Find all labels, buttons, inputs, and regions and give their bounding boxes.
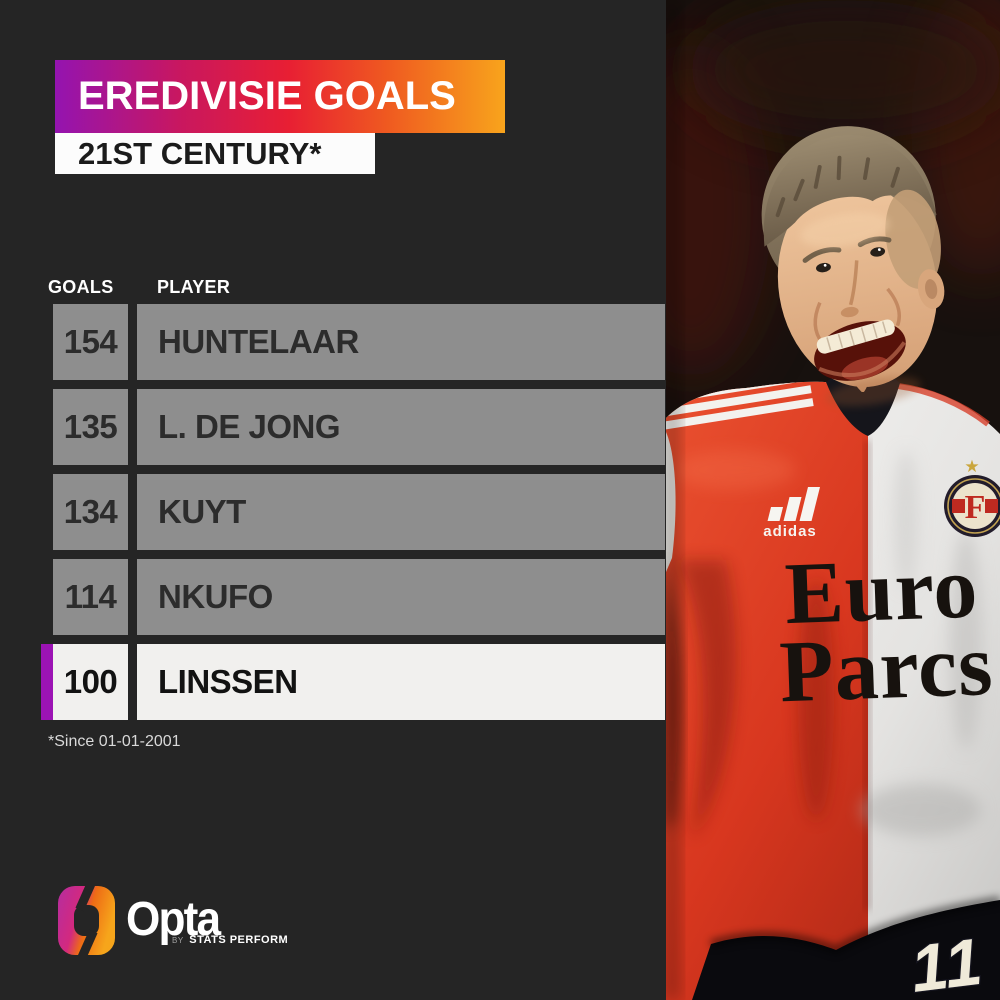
player-cell: HUNTELAAR (137, 304, 665, 380)
row-accent-bar (41, 644, 53, 720)
goals-value: 114 (64, 578, 117, 615)
page-subtitle: 21ST CENTURY* (78, 135, 322, 171)
goals-value: 135 (63, 408, 118, 445)
club-badge-icon: F (944, 475, 1000, 537)
column-header-player: PLAYER (157, 277, 231, 297)
player-cell: KUYT (137, 474, 665, 550)
goals-cell: 134 (53, 474, 128, 550)
table-row: 100 LINSSEN (41, 644, 665, 720)
table-row: 135 L. DE JONG (41, 389, 665, 465)
goals-cell: 135 (53, 389, 128, 465)
shorts-number: 11 (907, 924, 988, 1000)
opta-by-label: BY (172, 936, 184, 945)
player-cell: L. DE JONG (137, 389, 665, 465)
goals-cell: 154 (53, 304, 128, 380)
ranking-rows: 154 HUNTELAAR 135 L. DE JONG 134 KUYT 11… (41, 304, 665, 729)
adidas-wordmark: adidas (763, 523, 817, 540)
table-row: 134 KUYT (41, 474, 665, 550)
adidas-logo-icon: adidas (763, 487, 821, 540)
goals-value: 154 (63, 323, 118, 360)
row-accent-bar (41, 559, 53, 635)
branding: Opta BY STATS PERFORM (58, 886, 338, 966)
badge-letter: F (965, 489, 986, 526)
goals-cell: 114 (53, 559, 128, 635)
smiling-mouth (814, 319, 906, 381)
title-banner: EREDIVISIE GOALS (55, 60, 505, 133)
player-cell: LINSSEN (137, 644, 665, 720)
player-photo-illustration: adidas ★ F Euro Parcs 11 (666, 0, 1000, 1000)
player-name: L. DE JONG (158, 408, 341, 445)
goals-cell: 100 (53, 644, 128, 720)
sponsor-line-1: Euro (783, 539, 979, 643)
row-accent-bar (41, 304, 53, 380)
opta-wordmark: Opta (126, 893, 221, 946)
page-title: EREDIVISIE GOALS (78, 74, 456, 118)
sponsor-line-2: Parcs (778, 617, 995, 721)
player-name: KUYT (158, 493, 246, 530)
subtitle-banner: 21ST CENTURY* (55, 133, 375, 174)
jersey-sponsor: Euro Parcs (778, 539, 995, 721)
goals-value: 100 (63, 663, 118, 700)
shorts: 11 (692, 896, 1000, 1000)
player-name: LINSSEN (158, 663, 298, 700)
player-cell: NKUFO (137, 559, 665, 635)
player-name: NKUFO (158, 578, 273, 615)
column-header-goals: GOALS (48, 277, 114, 297)
table-row: 154 HUNTELAAR (41, 304, 665, 380)
player-photo: adidas ★ F Euro Parcs 11 (666, 0, 1000, 1000)
player-head (761, 126, 945, 407)
row-accent-bar (41, 389, 53, 465)
player-name: HUNTELAAR (158, 323, 359, 360)
goals-value: 134 (63, 493, 118, 530)
table-row: 114 NKUFO (41, 559, 665, 635)
footnote: *Since 01-01-2001 (48, 733, 181, 750)
opta-statsperform-label: STATS PERFORM (189, 934, 289, 946)
badge-star-icon: ★ (964, 457, 979, 476)
row-accent-bar (41, 474, 53, 550)
opta-logo-icon (58, 886, 115, 955)
opta-byline: BY STATS PERFORM (172, 934, 288, 946)
